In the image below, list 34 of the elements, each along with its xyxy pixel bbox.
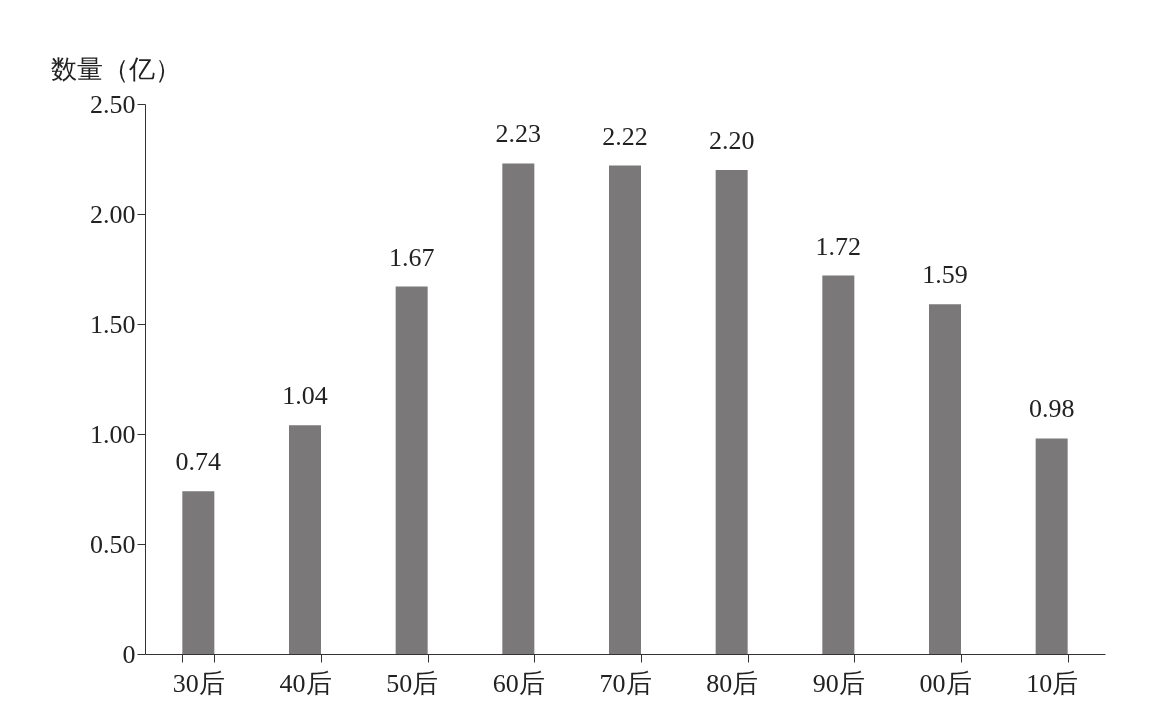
x-tick-label: 60后 — [492, 668, 545, 698]
y-tick-label: 1.50 — [90, 309, 136, 339]
x-tick-label: 70后 — [599, 668, 652, 698]
data-label: 2.23 — [495, 119, 542, 149]
bar — [395, 286, 428, 654]
data-label: 2.20 — [708, 126, 755, 155]
data-label: 1.59 — [922, 260, 968, 290]
y-tick-label: 1.00 — [90, 419, 136, 449]
x-tick-label: 00后 — [919, 668, 972, 698]
y-axis-title: 数量（亿） — [50, 54, 181, 84]
y-tick-label: 2.00 — [90, 199, 136, 229]
x-tick-label: 10后 — [1026, 668, 1079, 698]
data-label: 0.98 — [1028, 394, 1075, 424]
x-tick-label: 90后 — [812, 668, 865, 698]
bar — [502, 163, 535, 654]
y-tick-label: 0.50 — [90, 529, 136, 559]
data-label: 2.22 — [602, 121, 648, 151]
data-label: 1.04 — [282, 381, 328, 411]
bar — [1035, 438, 1068, 654]
bar — [609, 165, 641, 654]
bar — [289, 425, 321, 654]
x-tick-label: 40后 — [279, 668, 332, 698]
x-tick-label: 30后 — [172, 668, 225, 698]
bar — [182, 491, 215, 654]
bar — [822, 275, 855, 654]
bar — [929, 304, 961, 654]
bar — [715, 170, 748, 654]
data-label: 0.74 — [175, 447, 222, 477]
y-tick-label: 0 — [122, 639, 136, 669]
x-tick-label: 50后 — [386, 668, 439, 698]
data-label: 1.67 — [388, 242, 435, 272]
y-tick-label: 2.50 — [90, 89, 136, 119]
x-tick-label: 80后 — [706, 668, 759, 698]
data-label: 1.72 — [815, 231, 862, 261]
